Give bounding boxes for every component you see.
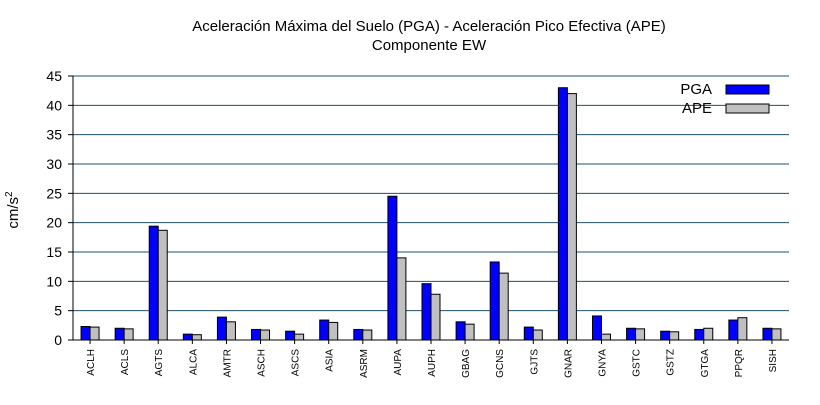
y-tick-label: 25 — [46, 185, 62, 201]
x-tick-label: GNAR — [563, 349, 574, 378]
bar-pga-gtga — [694, 328, 705, 341]
bar-ape-asrm — [362, 329, 373, 341]
bar-pga-auph — [421, 283, 432, 341]
bar-pga-gnar — [557, 87, 568, 341]
bar-ape-agts — [157, 229, 168, 341]
bar-pga-alca — [182, 333, 193, 341]
bar-pga-gnya — [591, 315, 602, 341]
y-axis-label: cm/s2 — [4, 191, 22, 229]
bar-pga-aupa — [387, 195, 398, 341]
bar-pga-acls — [114, 327, 125, 341]
x-tick-label: GSTC — [632, 349, 643, 377]
legend: PGA APE — [680, 81, 770, 117]
bar-ape-gnar — [566, 93, 577, 341]
bar-pga-amtr — [216, 316, 227, 341]
legend-swatch-ape — [725, 103, 770, 114]
bar-pga-ppqr — [728, 319, 739, 341]
x-tick-label: AUPA — [393, 349, 404, 376]
bar-ape-gstz — [669, 331, 680, 341]
bars — [80, 87, 782, 341]
y-tick-label: 5 — [54, 303, 62, 319]
bar-ape-gstc — [635, 328, 646, 341]
y-axis-label-exponent: 2 — [4, 191, 15, 197]
bar-pga-aclh — [80, 326, 91, 341]
bar-pga-sish — [762, 327, 773, 341]
bar-ape-ascs — [294, 333, 305, 341]
y-tick-label: 20 — [46, 215, 62, 231]
y-tick-label: 10 — [46, 273, 62, 289]
y-tick-label: 45 — [46, 68, 62, 84]
y-tick-label: 35 — [46, 127, 62, 143]
bar-ape-ppqr — [737, 317, 748, 341]
bar-ape-aclh — [89, 326, 100, 341]
bar-pga-gjts — [523, 326, 534, 341]
x-tick-label: AUPH — [427, 349, 438, 377]
bar-pga-gstc — [626, 327, 637, 341]
legend-label-pga: PGA — [680, 81, 712, 98]
bar-pga-gbag — [455, 321, 466, 341]
gridlines — [73, 75, 789, 312]
x-tick-label: ASRM — [359, 349, 370, 378]
bar-ape-gtga — [703, 327, 714, 341]
bar-pga-asrm — [353, 328, 364, 341]
x-tick-label: ALCA — [188, 349, 199, 375]
x-tick-label: SISH — [768, 349, 779, 372]
y-tick-label: 40 — [46, 97, 62, 113]
x-tick-label: ASCS — [291, 349, 302, 377]
x-tick-label: GBAG — [461, 349, 472, 378]
x-tick-label: AMTR — [222, 349, 233, 377]
x-tick-label: GTGA — [700, 349, 711, 378]
bar-ape-gbag — [464, 323, 475, 341]
x-tick-label: GSTZ — [666, 349, 677, 376]
bar-ape-acls — [123, 328, 134, 341]
bar-ape-gjts — [532, 329, 543, 341]
y-tick-label: 30 — [46, 156, 62, 172]
y-tick-labels: 0 5 10 15 20 25 30 35 40 45 — [46, 68, 62, 348]
bar-ape-auph — [430, 293, 441, 341]
bar-pga-asia — [319, 319, 330, 341]
legend-label-ape: APE — [682, 100, 712, 117]
legend-swatch-pga — [725, 84, 770, 95]
x-tick-label: GNYA — [597, 349, 608, 377]
y-axis-label-unit: cm/s — [5, 197, 22, 229]
x-tick-label: GCNS — [495, 349, 506, 378]
bar-ape-amtr — [225, 321, 236, 341]
x-tick-label: ASIA — [325, 349, 336, 372]
bar-ape-gnya — [600, 333, 611, 341]
axes — [68, 75, 789, 344]
bar-ape-sish — [771, 328, 782, 341]
bar-ape-aupa — [396, 257, 407, 341]
bar-ape-asia — [328, 321, 339, 341]
chart-subtitle: Componente EW — [372, 37, 487, 54]
x-tick-label: ASCH — [257, 349, 268, 377]
x-tick-labels: ACLH ACLS AGTS ALCA AMTR ASCH ASCS ASIA ASRM AUPA… — [86, 349, 779, 378]
bar-pga-ascs — [285, 330, 296, 341]
x-tick-label: AGTS — [154, 349, 165, 377]
x-tick-label: PPQR — [734, 349, 745, 377]
y-tick-label: 0 — [54, 332, 62, 348]
y-tick-label: 15 — [46, 244, 62, 260]
x-tick-label: ACLS — [120, 349, 131, 375]
bar-pga-gstz — [660, 330, 671, 341]
x-tick-label: ACLH — [86, 349, 97, 376]
chart-title: Aceleración Máxima del Suelo (PGA) - Ace… — [192, 18, 666, 35]
bar-pga-gcns — [489, 261, 500, 341]
x-tick-label: GJTS — [529, 349, 540, 375]
bar-pga-agts — [148, 225, 159, 341]
bar-ape-asch — [260, 329, 271, 341]
bar-pga-asch — [251, 328, 262, 341]
bar-ape-alca — [191, 334, 202, 341]
bar-ape-gcns — [498, 272, 509, 341]
